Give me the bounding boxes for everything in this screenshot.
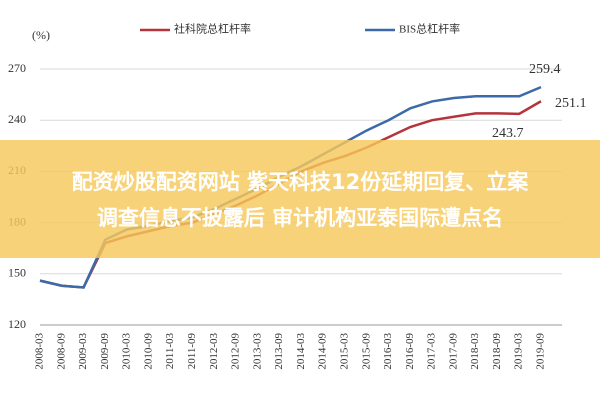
banner-text: 配资炒股配资网站 紫天科技12份延期回复、立案 (72, 170, 530, 194)
annotation: 259.4 (529, 62, 561, 77)
x-tick-label: 2018-03 (469, 333, 481, 370)
annotation: 251.1 (555, 96, 587, 111)
x-tick-label: 2014-03 (295, 333, 307, 370)
x-tick-label: 2011-03 (164, 333, 176, 370)
x-tick-label: 2012-09 (230, 333, 242, 370)
x-tick-label: 2008-09 (55, 333, 67, 370)
x-tick-label: 2011-09 (186, 333, 198, 370)
legend-label: 社科院总杠杆率 (174, 22, 251, 36)
x-tick-label: 2019-03 (513, 333, 525, 370)
x-tick-label: 2015-03 (338, 333, 350, 370)
x-tick-label: 2012-03 (208, 333, 220, 370)
banner-text: 调查信息不披露后 审计机构亚泰国际遭点名 (97, 206, 503, 230)
x-tick-label: 2009-03 (77, 333, 89, 370)
legend-label: BIS总杠杆率 (399, 22, 460, 36)
x-tick-label: 2017-03 (426, 333, 438, 370)
banner-background (0, 140, 600, 258)
x-tick-label: 2014-09 (317, 333, 329, 370)
x-tick-label: 2013-09 (273, 333, 285, 370)
x-tick-label: 2016-09 (404, 333, 416, 370)
x-tick-label: 2010-09 (142, 333, 154, 370)
x-tick-label: 2008-03 (34, 333, 46, 370)
x-tick-label: 2016-03 (382, 333, 394, 370)
y-tick-label: 270 (8, 61, 26, 75)
x-tick-label: 2019-09 (535, 333, 547, 370)
y-tick-label: 150 (8, 266, 26, 280)
x-tick-label: 2010-03 (121, 333, 133, 370)
y-tick-label: 120 (8, 317, 26, 331)
x-tick-label: 2009-09 (99, 333, 111, 370)
y-tick-label: 240 (8, 112, 26, 126)
x-tick-label: 2018-09 (491, 333, 503, 370)
x-tick-label: 2017-09 (447, 333, 459, 370)
x-tick-label: 2013-03 (251, 333, 263, 370)
y-unit: (%) (32, 28, 50, 42)
annotation: 243.7 (492, 126, 524, 141)
x-tick-label: 2015-09 (360, 333, 372, 370)
